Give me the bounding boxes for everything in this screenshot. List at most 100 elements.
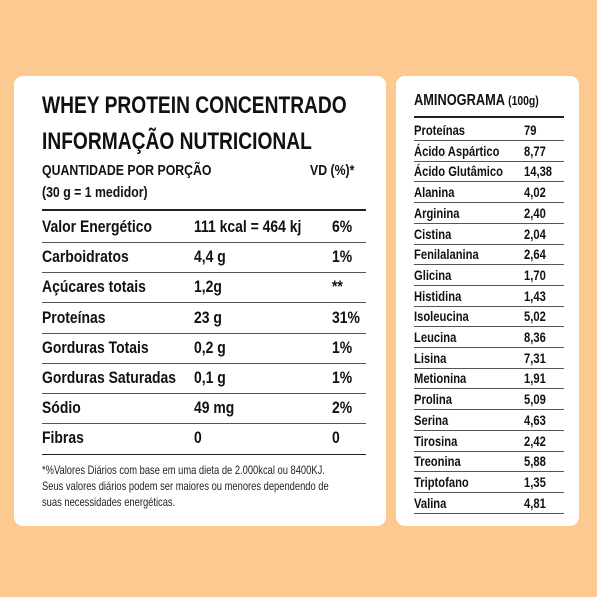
aminogram-panel: AMINOGRAMA (100g) Proteínas 79 Ácido Aspár… <box>396 76 579 526</box>
amino-acid-name: Fenilalanina <box>414 246 479 263</box>
nutrient-vd: 31% <box>332 307 360 327</box>
amino-acid-name: Prolina <box>414 391 452 408</box>
nutrient-name: Fibras <box>42 428 84 448</box>
product-title: WHEY PROTEIN CONCENTRADO <box>42 92 347 119</box>
amino-acid-value: 4,81 <box>524 494 546 511</box>
amino-acid-name: Tirosina <box>414 432 458 449</box>
aminogram-row: Fenilalanina 2,64 <box>414 244 564 264</box>
amino-acid-name: Arginina <box>414 204 460 221</box>
aminogram-row: Alanina 4,02 <box>414 182 564 202</box>
aminogram-row: Metionina 1,91 <box>414 368 564 388</box>
aminogram-row: Ácido Glutâmico 14,38 <box>414 161 564 181</box>
nutrient-amount: 0,1 g <box>194 368 226 387</box>
aminogram-row: Tirosina 2,42 <box>414 431 564 451</box>
amino-acid-name: Cistina <box>414 225 452 242</box>
footnote-line: Seus valores diários podem ser maiores o… <box>42 479 329 493</box>
amino-acid-name: Lisina <box>414 349 447 366</box>
nutrient-vd: 2% <box>332 398 353 418</box>
aminogram-row-divider <box>414 512 564 514</box>
aminogram-row-divider <box>414 388 564 390</box>
nutrient-name: Proteínas <box>42 307 106 327</box>
nutrition-heading: INFORMAÇÃO NUTRICIONAL <box>42 128 312 155</box>
serving-label: QUANTIDADE POR PORÇÃO <box>42 162 212 179</box>
amino-acid-name: Glicina <box>414 266 452 283</box>
amino-acid-name: Metionina <box>414 370 467 387</box>
footnote: *%Valores Diários com base em uma dieta … <box>42 462 442 510</box>
row-divider <box>42 362 366 364</box>
aminogram-row-divider <box>414 181 564 183</box>
aminogram-row: Lisina 7,31 <box>414 348 564 368</box>
aminogram-row-divider <box>414 160 564 162</box>
amino-acid-value: 5,09 <box>524 391 546 408</box>
amino-acid-name: Serina <box>414 411 449 428</box>
amino-acid-value: 79 <box>524 122 537 138</box>
aminogram-row-divider <box>414 243 564 245</box>
footnote-line: *%Valores Diários com base em uma dieta … <box>42 463 325 477</box>
amino-acid-value: 1,91 <box>524 370 546 387</box>
aminogram-row: Prolina 5,09 <box>414 389 564 409</box>
aminogram-row-divider <box>414 222 564 224</box>
amino-acid-value: 8,36 <box>524 329 546 345</box>
aminogram-row-divider <box>414 264 564 266</box>
amino-acid-value: 4,63 <box>524 411 546 428</box>
amino-acid-value: 2,40 <box>524 204 546 221</box>
aminogram-row: Arginina 2,40 <box>414 203 564 223</box>
amino-acid-name: Ácido Glutâmico <box>414 163 503 180</box>
nutrient-amount: 23 g <box>194 307 222 327</box>
amino-acid-name: Ácido Aspártico <box>414 142 500 159</box>
amino-acid-value: 2,64 <box>524 246 546 263</box>
aminogram-row-divider <box>414 326 564 328</box>
amino-acid-name: Triptofano <box>414 473 469 490</box>
nutrient-vd: 1% <box>332 337 353 357</box>
amino-acid-name: Proteínas <box>414 122 466 138</box>
nutrient-amount: 111 kcal = 464 kj <box>194 217 302 236</box>
row-divider <box>42 393 366 394</box>
nutrition-row: Carboidratos 4,4 g 1% <box>42 243 366 273</box>
aminogram-row: Leucina 8,36 <box>414 327 564 347</box>
amino-acid-value: 2,04 <box>524 225 546 242</box>
aminogram-row: Triptofano 1,35 <box>414 472 564 492</box>
row-divider <box>42 302 366 304</box>
aminogram-row: Cistina 2,04 <box>414 224 564 244</box>
aminogram-row-divider <box>414 284 564 286</box>
aminogram-row: Proteínas 79 <box>414 120 564 140</box>
nutrition-row: Fibras 0 0 <box>42 424 366 454</box>
row-divider <box>42 272 366 274</box>
aminogram-row-divider <box>414 450 564 452</box>
aminogram-title: AMINOGRAMA (100g) <box>414 92 539 109</box>
amino-acid-value: 1,35 <box>524 473 546 490</box>
nutrient-name: Sódio <box>42 398 81 418</box>
nutrition-row: Gorduras Saturadas 0,1 g 1% <box>42 364 366 394</box>
nutrient-name: Gorduras Saturadas <box>42 368 177 387</box>
aminogram-row: Isoleucina 5,02 <box>414 306 564 326</box>
amino-acid-value: 2,42 <box>524 432 546 449</box>
aminogram-row-divider <box>414 471 564 473</box>
aminogram-row: Glicina 1,70 <box>414 265 564 285</box>
row-divider <box>42 332 366 334</box>
nutrient-name: Gorduras Totais <box>42 337 149 357</box>
amino-acid-value: 14,38 <box>524 163 553 180</box>
amino-acid-name: Leucina <box>414 329 457 345</box>
aminogram-row-divider <box>414 305 564 307</box>
nutrient-vd: 0 <box>332 428 340 448</box>
serving-size: (30 g = 1 medidor) <box>42 184 148 201</box>
nutrient-amount: 0,2 g <box>194 337 226 357</box>
nutrient-name: Carboidratos <box>42 247 129 267</box>
divider-bottom <box>42 454 366 455</box>
aminogram-row: Valina 4,81 <box>414 493 564 513</box>
nutrient-amount: 49 mg <box>194 398 235 418</box>
amino-acid-value: 5,02 <box>524 308 546 325</box>
divider-top <box>42 209 366 211</box>
nutrient-name: Valor Energético <box>42 217 153 236</box>
amino-acid-name: Treonina <box>414 453 461 470</box>
nutrient-amount: 1,2g <box>194 277 222 297</box>
nutrient-name: Açúcares totais <box>42 277 146 297</box>
vd-column-header: VD (%)* <box>310 162 355 179</box>
aminogram-row-divider <box>414 347 564 348</box>
amino-acid-value: 4,02 <box>524 184 546 201</box>
nutrition-row: Valor Energético 111 kcal = 464 kj 6% <box>42 213 366 243</box>
row-divider <box>42 423 366 425</box>
nutrition-row: Proteínas 23 g 31% <box>42 304 366 334</box>
amino-acid-name: Histidina <box>414 287 462 304</box>
amino-acid-name: Isoleucina <box>414 308 469 325</box>
